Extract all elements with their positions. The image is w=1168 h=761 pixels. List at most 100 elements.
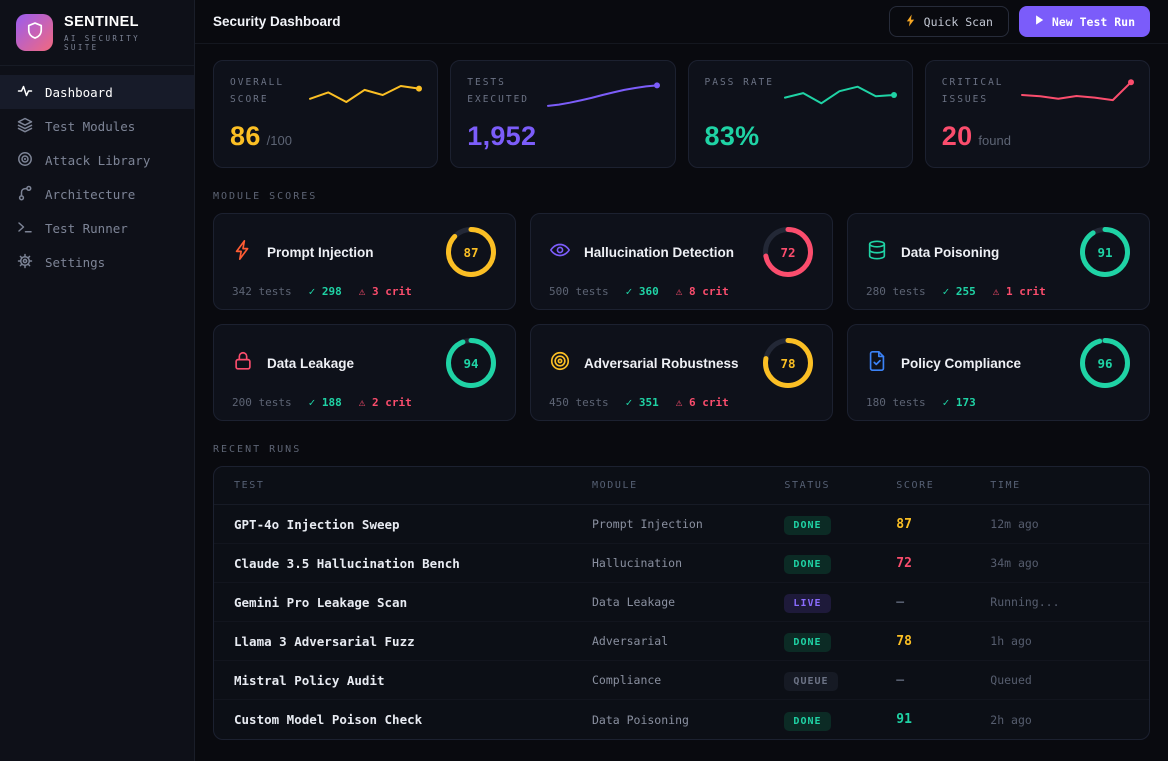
- module-name: Data Leakage: [267, 355, 355, 371]
- run-time: 12m ago: [990, 517, 1039, 531]
- status-badge: DONE: [784, 711, 831, 731]
- module-tests: 280 tests: [866, 285, 926, 298]
- module-card-adversarial-robustness[interactable]: Adversarial Robustness 78 450 tests ✓ 35…: [530, 324, 833, 421]
- run-module: Adversarial: [592, 634, 669, 648]
- status-badge: DONE: [784, 516, 831, 535]
- target-icon: [549, 350, 571, 376]
- column-header-time: TIME: [990, 480, 1021, 491]
- score-ring: 96: [1079, 337, 1131, 389]
- module-card-prompt-injection[interactable]: Prompt Injection 87 342 tests ✓ 298 ⚠ 3 …: [213, 213, 516, 310]
- top-bar: Security Dashboard Quick Scan New Test R…: [195, 0, 1168, 44]
- sidebar: SENTINEL AI SECURITY SUITE Dashboard Tes…: [0, 0, 195, 761]
- ring-score: 87: [463, 244, 479, 260]
- run-score: 87: [896, 516, 912, 532]
- section-label-recent-runs: RECENT RUNS: [213, 444, 302, 455]
- run-time: 2h ago: [990, 712, 1032, 727]
- module-card-policy-compliance[interactable]: Policy Compliance 96 180 tests ✓ 173: [847, 324, 1150, 421]
- stat-value: 86: [230, 121, 261, 151]
- sidebar-item-test-runner[interactable]: Test Runner: [0, 211, 194, 245]
- module-passed: ✓ 188: [308, 396, 342, 409]
- table-row[interactable]: Gemini Pro Leakage Scan Data Leakage LIV…: [214, 583, 1149, 622]
- table-row[interactable]: Llama 3 Adversarial Fuzz Adversarial DON…: [214, 622, 1149, 661]
- quick-scan-button[interactable]: Quick Scan: [888, 6, 1009, 37]
- module-name: Prompt Injection: [267, 244, 374, 260]
- sidebar-item-label: Test Modules: [45, 118, 136, 134]
- run-test-name: Claude 3.5 Hallucination Bench: [234, 555, 460, 571]
- module-crit: ⚠ 3 crit: [358, 285, 412, 298]
- sidebar-item-test-modules[interactable]: Test Modules: [0, 109, 194, 143]
- stat-suffix: /100: [266, 133, 292, 148]
- column-header-test: TEST: [234, 480, 265, 491]
- dashboard-content: OVERALL SCORE 86 /100 TESTS EXECUTED 1,9…: [195, 44, 1168, 756]
- sparkline-chart: [546, 82, 660, 107]
- module-crit: ⚠ 8 crit: [675, 285, 729, 298]
- stat-card-pass-rate: PASS RATE 83%: [687, 60, 913, 168]
- stat-label: OVERALL SCORE: [230, 77, 285, 105]
- sidebar-item-label: Attack Library: [45, 152, 151, 168]
- sidebar-item-attack-library[interactable]: Attack Library: [0, 143, 194, 177]
- run-score: 72: [896, 555, 912, 571]
- brand-name: SENTINEL: [64, 13, 139, 30]
- page-title: Security Dashboard: [213, 14, 341, 29]
- module-tests: 342 tests: [232, 285, 292, 298]
- table-header: TEST MODULE STATUS SCORE TIME: [214, 467, 1149, 505]
- run-score: 78: [896, 633, 912, 649]
- module-name: Data Poisoning: [901, 244, 1000, 260]
- module-passed: ✓ 351: [625, 396, 659, 409]
- stat-value: 1,952: [467, 121, 537, 151]
- module-card-hallucination-detection[interactable]: Hallucination Detection 72 500 tests ✓ 3…: [530, 213, 833, 310]
- table-row[interactable]: GPT-4o Injection Sweep Prompt Injection …: [214, 505, 1149, 544]
- new-test-run-button[interactable]: New Test Run: [1018, 6, 1150, 37]
- score-ring: 91: [1079, 226, 1131, 278]
- lightning-icon: [905, 14, 916, 30]
- bolt-icon: [232, 239, 254, 265]
- run-test-name: GPT-4o Injection Sweep: [234, 516, 400, 532]
- table-row[interactable]: Claude 3.5 Hallucination Bench Hallucina…: [214, 544, 1149, 583]
- run-time: Queued: [990, 673, 1032, 687]
- stat-card-critical-issues: CRITICAL ISSUES 20 found: [924, 60, 1150, 168]
- stat-label: CRITICAL ISSUES: [941, 77, 1004, 105]
- column-header-status: STATUS: [784, 480, 831, 491]
- git-branch-icon: [17, 185, 33, 204]
- brand-tagline: AI SECURITY SUITE: [64, 33, 141, 52]
- score-ring: 72: [762, 226, 814, 278]
- file-check-icon: [866, 350, 888, 376]
- sidebar-item-dashboard[interactable]: Dashboard: [0, 75, 194, 109]
- module-card-data-leakage[interactable]: Data Leakage 94 200 tests ✓ 188 ⚠ 2 crit: [213, 324, 516, 421]
- bullseye-icon: [17, 151, 33, 170]
- sidebar-nav: Dashboard Test Modules Attack Library Ar…: [0, 66, 194, 279]
- table-row[interactable]: Custom Model Poison Check Data Poisoning…: [214, 700, 1149, 739]
- run-test-name: Gemini Pro Leakage Scan: [234, 594, 408, 610]
- run-module: Data Poisoning: [592, 712, 689, 727]
- layers-icon: [17, 117, 33, 136]
- sidebar-item-label: Dashboard: [45, 84, 113, 100]
- run-module: Compliance: [592, 673, 662, 687]
- module-tests: 200 tests: [232, 396, 292, 409]
- ring-score: 72: [780, 244, 796, 260]
- module-crit: ⚠ 1 crit: [992, 285, 1046, 298]
- terminal-icon: [17, 219, 33, 238]
- sidebar-item-architecture[interactable]: Architecture: [0, 177, 194, 211]
- run-test-name: Custom Model Poison Check: [234, 712, 423, 727]
- ring-score: 78: [780, 355, 796, 371]
- app-logo: [16, 14, 53, 51]
- sidebar-item-settings[interactable]: Settings: [0, 245, 194, 279]
- module-crit: ⚠ 6 crit: [675, 396, 729, 409]
- main-area: Security Dashboard Quick Scan New Test R…: [195, 0, 1168, 761]
- table-row[interactable]: Mistral Policy Audit Compliance QUEUE — …: [214, 661, 1149, 700]
- module-name: Adversarial Robustness: [584, 355, 739, 371]
- status-badge: QUEUE: [784, 672, 838, 691]
- stat-label: PASS RATE: [704, 77, 774, 88]
- module-passed: ✓ 298: [308, 285, 342, 298]
- play-icon: [1034, 14, 1044, 29]
- status-badge: DONE: [784, 633, 831, 652]
- stat-card-overall-score: OVERALL SCORE 86 /100: [213, 60, 439, 168]
- sidebar-item-label: Test Runner: [45, 220, 128, 236]
- section-label-module-scores: MODULE SCORES: [213, 191, 318, 202]
- run-score: —: [896, 594, 905, 610]
- module-tests: 450 tests: [549, 396, 609, 409]
- module-name: Policy Compliance: [901, 355, 1022, 371]
- stats-row: OVERALL SCORE 86 /100 TESTS EXECUTED 1,9…: [213, 60, 1150, 168]
- module-card-data-poisoning[interactable]: Data Poisoning 91 280 tests ✓ 255 ⚠ 1 cr…: [847, 213, 1150, 310]
- module-crit: ⚠ 2 crit: [358, 396, 412, 409]
